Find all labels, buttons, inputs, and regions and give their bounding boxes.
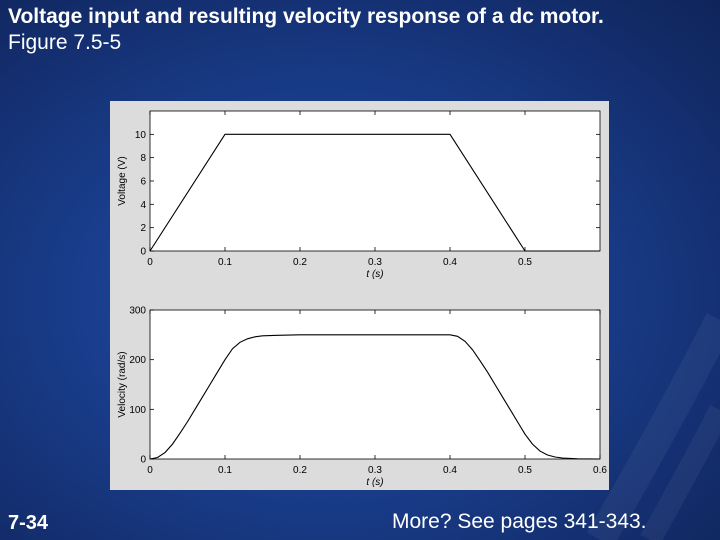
velocity-x-tick-label: 0.1 xyxy=(218,465,232,476)
voltage-x-tick-label: 0.3 xyxy=(368,257,382,268)
slide-title-figure-ref: Figure 7.5-5 xyxy=(8,31,122,54)
slide-title: Voltage input and resulting velocity res… xyxy=(8,4,713,56)
voltage-x-tick-label: 0.1 xyxy=(218,257,232,268)
voltage-y-tick-label: 2 xyxy=(140,223,146,234)
voltage-y-tick-label: 8 xyxy=(140,153,146,164)
voltage-x-tick-label: 0.4 xyxy=(443,257,457,268)
velocity-x-tick-label: 0.2 xyxy=(293,465,307,476)
voltage-axes-frame xyxy=(149,110,601,252)
velocity-x-tick-label: 0 xyxy=(147,465,153,476)
slide-title-main: Voltage input and resulting velocity res… xyxy=(8,5,604,28)
voltage-series-line xyxy=(149,133,600,252)
voltage-x-tick-label: 0.2 xyxy=(293,257,307,268)
velocity-y-tick-label: 200 xyxy=(129,355,146,366)
velocity-x-tick-label: 0.6 xyxy=(593,465,607,476)
slide-number: 7-34 xyxy=(8,512,49,534)
page-reference: More? See pages 341-343. xyxy=(392,510,647,533)
voltage-x-tick-label: 0.5 xyxy=(518,257,532,268)
velocity-x-tick-label: 0.5 xyxy=(518,465,532,476)
voltage-x-tick-label: 0 xyxy=(147,257,153,268)
velocity-y-tick-label: 100 xyxy=(129,405,146,416)
voltage-y-tick-label: 10 xyxy=(135,130,147,141)
velocity-axes-frame xyxy=(149,309,601,460)
voltage-y-tick-label: 4 xyxy=(140,200,146,211)
velocity-x-tick-label: 0.3 xyxy=(368,465,382,476)
velocity-y-tick-label: 300 xyxy=(129,306,146,317)
voltage-plot: 0 0.1 0.2 0.3 0.4 0.5 0 2 4 6 8 10 t (s) Voltage (V) xyxy=(117,110,601,280)
velocity-x-tick-label: 0.4 xyxy=(443,465,457,476)
velocity-y-axis-label: Velocity (rad/s) xyxy=(117,351,128,417)
figure: 0 0.1 0.2 0.3 0.4 0.5 0 2 4 6 8 10 t (s) Voltage (V) 0… xyxy=(110,101,609,490)
voltage-y-tick-label: 0 xyxy=(140,247,146,258)
voltage-x-axis-label: t (s) xyxy=(366,269,383,280)
voltage-y-tick-label: 6 xyxy=(140,177,146,188)
velocity-series-line xyxy=(149,334,601,460)
velocity-y-tick-label: 0 xyxy=(140,455,146,466)
velocity-plot: 0 0.1 0.2 0.3 0.4 0.5 0.6 0 100 200 300 t (s) Veloci… xyxy=(117,306,607,489)
voltage-y-axis-label: Voltage (V) xyxy=(117,156,128,205)
velocity-x-axis-label: t (s) xyxy=(366,477,383,488)
